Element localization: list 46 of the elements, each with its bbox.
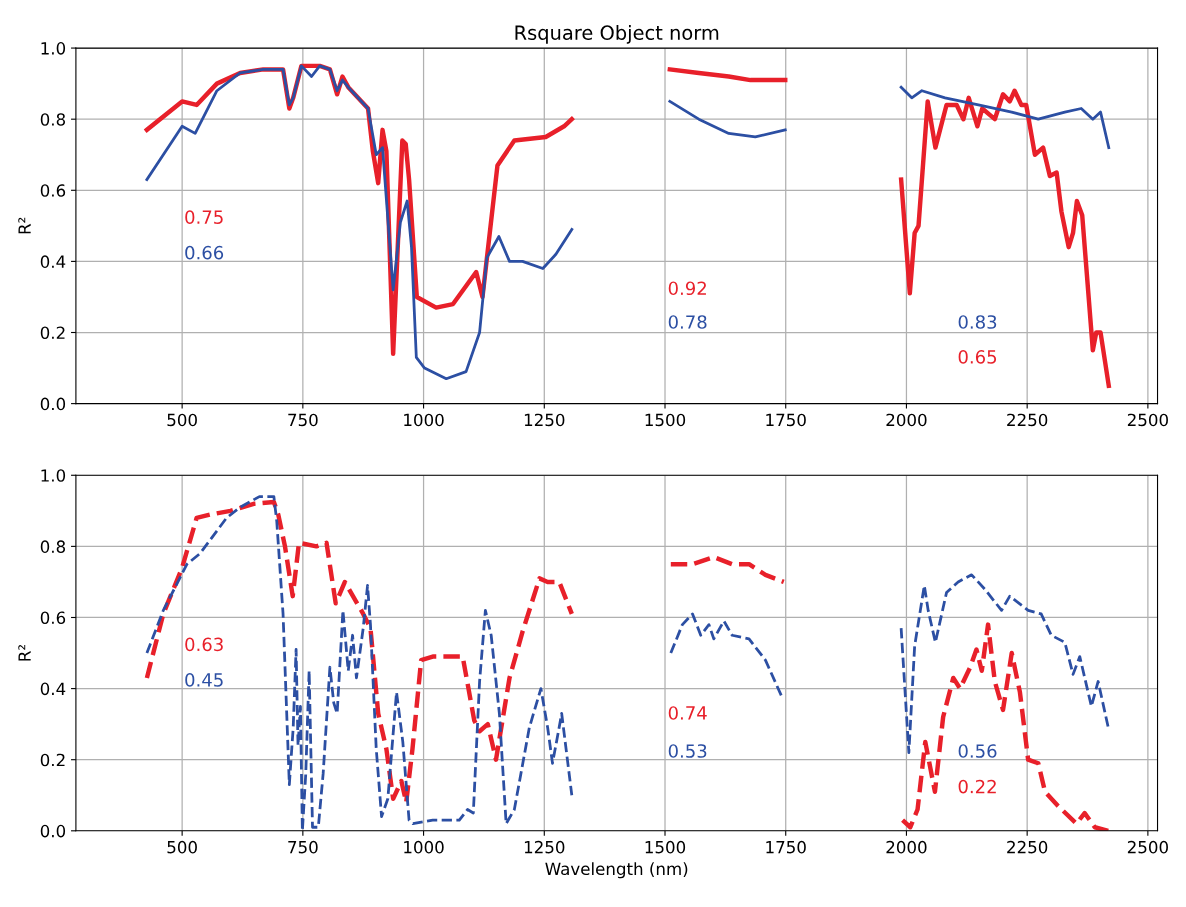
y-tick-label: 1.0 [41,469,66,482]
annotation: 0.74 [668,706,707,720]
annotation: 0.63 [185,637,223,652]
annotation: 0.75 [185,210,223,224]
x-tick-label: 2500 [1127,413,1168,427]
x-tick-label: 2500 [1127,840,1168,854]
annotation: 0.92 [668,281,706,296]
x-tick-label: 1000 [404,840,444,854]
annotation: 0.83 [958,315,997,329]
y-axis-title: R² [18,644,31,661]
x-tick-label: 500 [167,413,197,427]
x-tick-label: 1500 [645,413,686,427]
y-tick-label: 0.2 [40,326,65,340]
y-tick-label: 1.0 [41,42,66,55]
y-tick-label: 0.6 [40,611,66,625]
y-tick-label: 0.0 [40,397,66,411]
x-tick-label: 1750 [766,840,806,854]
y-tick-label: 0.2 [40,753,65,767]
y-tick-label: 0.4 [40,682,66,696]
annotation: 0.53 [668,744,707,758]
x-tick-label: 750 [288,840,318,854]
y-axis-title: R² [18,217,31,234]
x-axis-title: Wavelength (nm) [545,862,688,879]
annotation: 0.78 [668,315,707,329]
x-tick-label: 2250 [1007,840,1048,854]
y-tick-label: 0.4 [40,255,66,268]
x-tick-label: 1750 [766,413,806,427]
annotation: 0.22 [958,779,996,794]
y-tick-label: 0.8 [40,540,66,553]
x-tick-label: 750 [288,413,318,427]
x-tick-label: 1000 [404,413,444,427]
annotation: 0.66 [185,245,224,260]
annotation: 0.56 [958,744,997,758]
x-tick-label: 2250 [1007,413,1048,427]
y-tick-label: 0.0 [40,824,66,838]
annotation: 0.65 [958,350,997,364]
x-tick-label: 1500 [645,840,686,854]
x-tick-label: 500 [167,840,197,854]
chart-title: Rsquare Object norm [515,24,719,44]
annotation: 0.45 [185,673,223,687]
y-tick-label: 0.6 [40,184,66,197]
x-tick-label: 2000 [886,413,927,427]
x-tick-label: 2000 [886,840,927,854]
x-tick-label: 1250 [524,840,565,854]
x-tick-label: 1250 [524,413,565,427]
y-tick-label: 0.8 [40,113,66,126]
